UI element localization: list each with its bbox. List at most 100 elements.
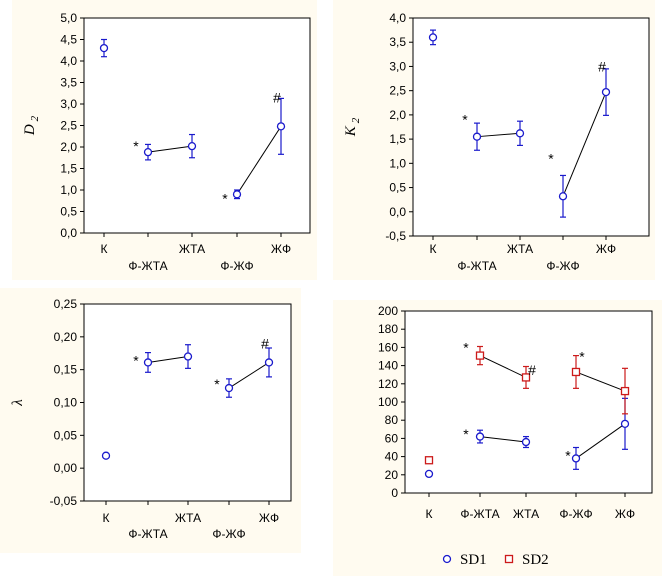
series-line (575, 371, 626, 392)
y-tick-label: 1,0 (60, 183, 77, 197)
data-point (601, 87, 611, 97)
y-axis-label-main: λ (10, 399, 26, 407)
data-point (183, 352, 193, 361)
y-tick-label: 60 (385, 431, 399, 445)
y-axis-label-subscript: 2 (29, 115, 41, 121)
significance-asterisk: * (133, 352, 139, 368)
significance-asterisk: * (133, 138, 139, 154)
x-tick-label: ЖФ (271, 242, 291, 256)
series-line (147, 145, 193, 153)
x-tick-label: ЖТА (507, 242, 533, 256)
y-tick-label: 5,0 (60, 11, 77, 25)
data-point-sd2 (620, 386, 630, 396)
data-point (276, 122, 286, 131)
data-point (187, 141, 197, 151)
data-point (224, 383, 234, 393)
x-tick-label: ЖТА (175, 511, 201, 525)
series-line (228, 362, 270, 389)
x-tick-label: ЖФ (596, 242, 616, 256)
data-point (428, 33, 438, 42)
y-tick-label: 3,5 (60, 76, 77, 90)
data-point (264, 358, 274, 367)
data-point (558, 192, 568, 201)
y-tick-label: 2,0 (60, 140, 77, 154)
series-line (479, 355, 527, 378)
data-point-sd2 (475, 351, 485, 360)
data-point (515, 129, 525, 138)
chart-panel-2: -0,5 0,0 0,5 1,0 1,5 2,0 2,5 3,0 3,5 4,0 К ЖТА ЖФ Ф-Ж… (333, 0, 655, 280)
x-tick-label: К (426, 507, 433, 521)
y-tick-label: 3,0 (389, 59, 406, 73)
x-tick-label: К (103, 511, 110, 525)
y-tick-label: 160 (378, 340, 398, 354)
y-tick-label: 100 (378, 395, 398, 409)
significance-asterisk: * (548, 150, 554, 166)
y-tick-label: 40 (385, 450, 399, 464)
x-tick-label-lower: Ф-ЖФ (546, 259, 579, 273)
y-axis-label: λ (10, 399, 26, 407)
significance-asterisk: * (463, 426, 469, 442)
y-tick-label: 3,0 (60, 97, 77, 111)
x-tick-label: Ф-ЖТА (460, 507, 499, 521)
data-point-sd2 (521, 373, 531, 382)
significance-asterisk: * (463, 339, 469, 355)
y-tick-label: 0 (391, 486, 398, 500)
x-tick-label: ЖТА (513, 507, 539, 521)
y-tick-label: 0,5 (389, 181, 406, 195)
y-tick-label: 120 (378, 377, 398, 391)
legend-marker-sd1 (442, 554, 452, 564)
plot-area (404, 310, 653, 494)
x-tick-label: К (430, 242, 437, 256)
y-tick-label: 0,00 (54, 461, 78, 475)
data-point-sd2 (424, 456, 434, 465)
significance-asterisk: * (462, 112, 468, 128)
y-tick-label: 0,05 (54, 428, 78, 442)
significance-hash: # (273, 90, 281, 106)
x-tick-label: Ф-ЖФ (559, 507, 592, 521)
x-tick-label-lower: Ф-ЖФ (220, 259, 253, 273)
y-axis-label-main: D (22, 124, 38, 136)
significance-hash: # (261, 335, 269, 351)
chart-panel-1: 0,0 0,5 1,0 1,5 2,0 2,5 3,0 3,5 4,0 4,5 5,0 К ЖТА ЖФ Ф… (12, 0, 317, 280)
y-tick-label: 20 (385, 468, 399, 482)
series-line (476, 132, 521, 138)
data-point (232, 190, 242, 199)
y-tick-label: 0,10 (54, 396, 78, 410)
legend-marker-sd2 (504, 554, 514, 564)
data-point (143, 148, 153, 157)
plot-area (83, 303, 292, 502)
y-tick-label: 200 (378, 304, 398, 318)
y-tick-label: 3,5 (389, 35, 406, 49)
x-tick-label-lower: Ф-ЖТА (128, 259, 167, 273)
x-tick-label-lower: Ф-ЖФ (212, 527, 245, 541)
y-tick-label: 4,0 (60, 54, 77, 68)
significance-asterisk: * (579, 349, 585, 365)
y-tick-label: 80 (385, 413, 399, 427)
y-tick-label: 2,5 (60, 119, 77, 133)
y-tick-label: 1,5 (389, 132, 406, 146)
plot-area (412, 17, 650, 237)
y-tick-label: 4,0 (389, 11, 406, 25)
chart-panel-4: 0 20 40 60 80 100 120 140 160 180 200 К Ф-ЖТА ЖТА Ф-ЖФ… (333, 300, 662, 576)
significance-hash: # (598, 58, 606, 74)
y-tick-label: 0,15 (54, 363, 78, 377)
data-point-sd1 (571, 454, 581, 463)
y-axis-label: K2 (343, 117, 362, 137)
y-tick-label: -0,05 (50, 494, 78, 508)
data-point (143, 358, 153, 367)
x-tick-label: ЖТА (179, 242, 205, 256)
y-tick-label: 2,0 (389, 108, 406, 122)
y-tick-label: 140 (378, 359, 398, 373)
series-line (236, 126, 282, 195)
data-point (472, 132, 482, 141)
y-tick-label: 0,25 (54, 297, 78, 311)
series-line (147, 356, 189, 363)
y-axis-label: D2 (22, 115, 41, 136)
y-tick-label: -0,5 (385, 229, 406, 243)
significance-asterisk: * (565, 448, 571, 464)
y-tick-label: 1,5 (60, 162, 77, 176)
y-tick-label: 180 (378, 322, 398, 336)
legend-label: SD1 (460, 552, 487, 568)
y-tick-label: 1,0 (389, 156, 406, 170)
